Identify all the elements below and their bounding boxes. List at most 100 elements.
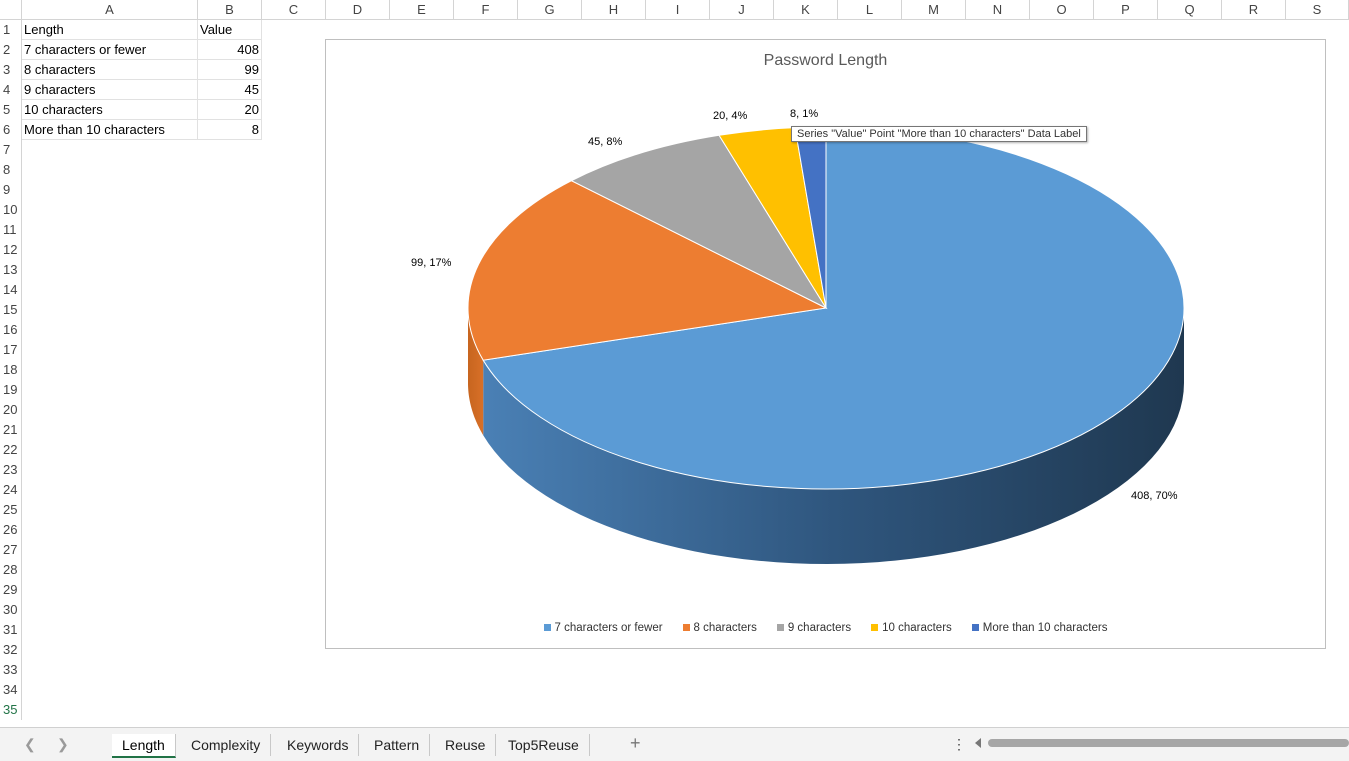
column-header-l[interactable]: L <box>838 0 902 20</box>
row-header[interactable]: 21 <box>0 420 22 440</box>
column-header-d[interactable]: D <box>326 0 390 20</box>
data-label-1[interactable]: 99, 17% <box>411 257 452 269</box>
row-header[interactable]: 11 <box>0 220 22 240</box>
pie-slice-1[interactable] <box>467 180 828 361</box>
data-label-2[interactable]: 45, 8% <box>588 136 623 148</box>
sheet-tab-top5reuse[interactable]: Top5Reuse <box>498 734 590 756</box>
row-header[interactable]: 9 <box>0 180 22 200</box>
sheet-tab-length[interactable]: Length <box>112 734 176 758</box>
cell-A4[interactable]: 9 characters <box>22 80 198 100</box>
row-header[interactable]: 2 <box>0 40 22 60</box>
row-header[interactable]: 12 <box>0 240 22 260</box>
row-header[interactable]: 25 <box>0 500 22 520</box>
row-header[interactable]: 20 <box>0 400 22 420</box>
row-header[interactable]: 4 <box>0 80 22 100</box>
chart-title[interactable]: Password Length <box>763 52 888 69</box>
row-header[interactable]: 17 <box>0 340 22 360</box>
row-header[interactable]: 29 <box>0 580 22 600</box>
chevron-left-icon[interactable]: ❮ <box>24 736 36 752</box>
sheet-tab-pattern[interactable]: Pattern <box>364 734 431 756</box>
column-header-g[interactable]: G <box>518 0 582 20</box>
column-header-h[interactable]: H <box>582 0 646 20</box>
column-header-f[interactable]: F <box>454 0 518 20</box>
legend-item-3[interactable]: 10 characters <box>871 622 952 634</box>
row-header[interactable]: 5 <box>0 100 22 120</box>
cell-A1[interactable]: Length <box>22 20 198 40</box>
row-header[interactable]: 8 <box>0 160 22 180</box>
column-header-q[interactable]: Q <box>1158 0 1222 20</box>
row-header[interactable]: 18 <box>0 360 22 380</box>
legend-item-0[interactable]: 7 characters or fewer <box>543 622 663 634</box>
row-header[interactable]: 19 <box>0 380 22 400</box>
row-header[interactable]: 23 <box>0 460 22 480</box>
column-header-o[interactable]: O <box>1030 0 1094 20</box>
chevron-right-icon[interactable]: ❯ <box>57 736 69 752</box>
legend-item-1[interactable]: 8 characters <box>682 622 757 634</box>
column-header-m[interactable]: M <box>902 0 966 20</box>
data-label-0[interactable]: 408, 70% <box>1131 490 1178 502</box>
select-all-corner[interactable] <box>0 0 22 20</box>
cell-B5[interactable]: 20 <box>198 100 262 120</box>
cell-A6[interactable]: More than 10 characters <box>22 120 198 140</box>
row-header[interactable]: 26 <box>0 520 22 540</box>
pie-slice-side-1[interactable] <box>468 308 484 436</box>
scroll-left-icon[interactable] <box>975 738 981 748</box>
column-header-k[interactable]: K <box>774 0 838 20</box>
password-length-chart[interactable]: Password Length 408, 70% 99, 17% 45, 8% 20,… <box>325 39 1326 649</box>
column-header-i[interactable]: I <box>646 0 710 20</box>
column-header-a[interactable]: A <box>22 0 198 20</box>
row-header[interactable]: 3 <box>0 60 22 80</box>
row-header[interactable]: 24 <box>0 480 22 500</box>
cell-B4[interactable]: 45 <box>198 80 262 100</box>
more-vertical-icon[interactable]: ⋮ <box>952 736 966 752</box>
column-header-s[interactable]: S <box>1286 0 1349 20</box>
cell-A2[interactable]: 7 characters or fewer <box>22 40 198 60</box>
legend-item-4[interactable]: More than 10 characters <box>971 622 1107 634</box>
column-header-j[interactable]: J <box>710 0 774 20</box>
cell-B3[interactable]: 99 <box>198 60 262 80</box>
column-header-c[interactable]: C <box>262 0 326 20</box>
plus-icon[interactable]: + <box>630 733 641 753</box>
cell-A3[interactable]: 8 characters <box>22 60 198 80</box>
column-header-r[interactable]: R <box>1222 0 1286 20</box>
column-header-e[interactable]: E <box>390 0 454 20</box>
row-header[interactable]: 35 <box>0 700 22 720</box>
pie-chart-svg[interactable] <box>326 40 1327 650</box>
row-header[interactable]: 31 <box>0 620 22 640</box>
cell-A5[interactable]: 10 characters <box>22 100 198 120</box>
sheet-tab-complexity[interactable]: Complexity <box>181 734 272 756</box>
row-header[interactable]: 33 <box>0 660 22 680</box>
horizontal-scrollbar[interactable] <box>988 739 1349 747</box>
chart-legend[interactable]: 7 characters or fewer 8 characters 9 chara… <box>326 622 1325 634</box>
cell-B2[interactable]: 408 <box>198 40 262 60</box>
column-header-b[interactable]: B <box>198 0 262 20</box>
row-header[interactable]: 13 <box>0 260 22 280</box>
row-header[interactable]: 7 <box>0 140 22 160</box>
row-header[interactable]: 22 <box>0 440 22 460</box>
row-header[interactable]: 34 <box>0 680 22 700</box>
column-header-p[interactable]: P <box>1094 0 1158 20</box>
sheet-tab-reuse[interactable]: Reuse <box>435 734 497 756</box>
row-header[interactable]: 10 <box>0 200 22 220</box>
legend-swatch <box>971 624 979 632</box>
row-header[interactable]: 6 <box>0 120 22 140</box>
pie-slice-2[interactable] <box>570 134 828 310</box>
cell-B6[interactable]: 8 <box>198 120 262 140</box>
cell-B1[interactable]: Value <box>198 20 262 40</box>
row-header[interactable]: 30 <box>0 600 22 620</box>
data-label-4[interactable]: 8, 1% <box>790 108 819 120</box>
row-header[interactable]: 32 <box>0 640 22 660</box>
row-header[interactable]: 16 <box>0 320 22 340</box>
row-header[interactable]: 1 <box>0 20 22 40</box>
row-header[interactable]: 15 <box>0 300 22 320</box>
legend-item-2[interactable]: 9 characters <box>776 622 851 634</box>
pie-slice-side-0[interactable] <box>483 308 1185 564</box>
pie-slice-0[interactable] <box>482 126 1185 490</box>
row-header[interactable]: 27 <box>0 540 22 560</box>
row-header[interactable]: 14 <box>0 280 22 300</box>
sheet-tab-keywords[interactable]: Keywords <box>277 734 360 756</box>
row-header[interactable]: 28 <box>0 560 22 580</box>
column-header-n[interactable]: N <box>966 0 1030 20</box>
data-label-3[interactable]: 20, 4% <box>713 110 748 122</box>
